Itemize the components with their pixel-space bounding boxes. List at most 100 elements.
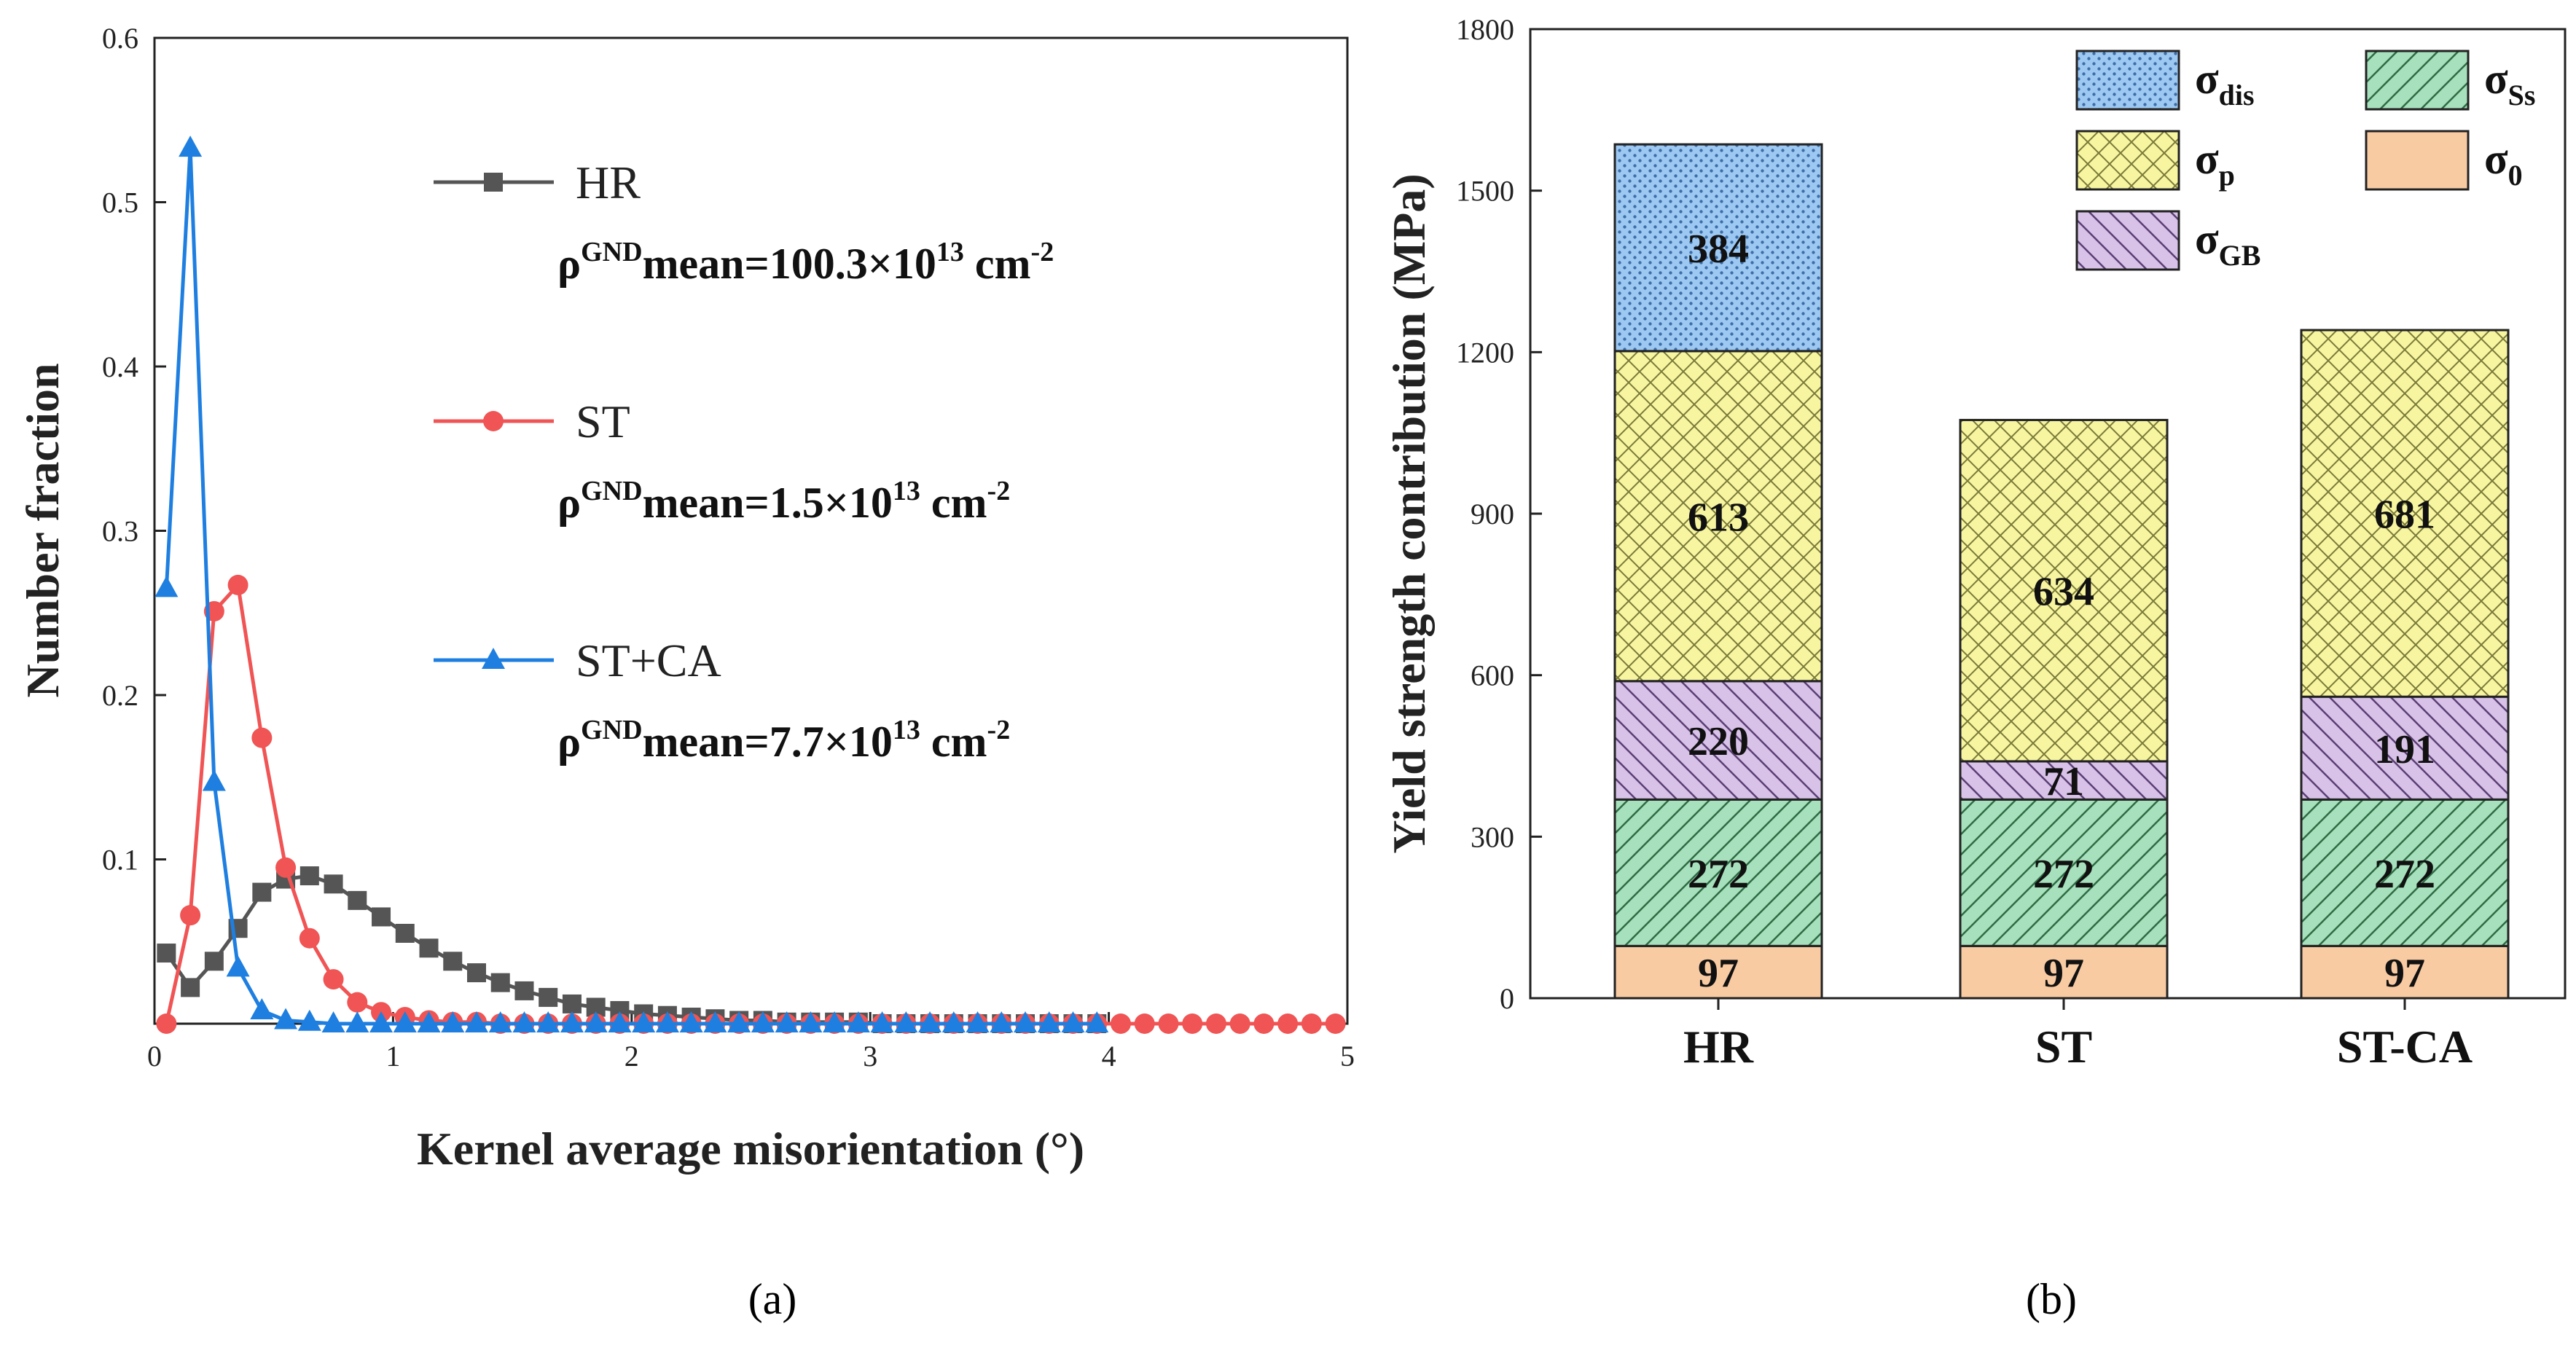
- y-tick-label: 1800: [1456, 13, 1514, 46]
- x-tick-label: 4: [1102, 1040, 1116, 1073]
- bar-segment-p: 613: [1613, 350, 1823, 683]
- x-axis-title-a: Kernel average misorientation (°): [417, 1123, 1084, 1175]
- data-point: [275, 857, 297, 878]
- data-point: [297, 1009, 321, 1031]
- legend-density: ρGNDmean=1.5×1013 cm-2: [557, 476, 1010, 527]
- data-point: [1277, 1013, 1299, 1034]
- y-tick-label: 1500: [1456, 175, 1514, 208]
- data-point: [608, 1011, 632, 1032]
- category-label: ST: [2035, 1021, 2092, 1073]
- x-tick-label: 5: [1340, 1040, 1355, 1073]
- bar-segment-ss: 272: [1959, 798, 2169, 947]
- legend-label: σ0: [2484, 135, 2523, 192]
- bar-segment-0: 97: [1613, 944, 1823, 1000]
- data-point: [846, 1011, 870, 1032]
- y-tick-label: 300: [1471, 820, 1514, 853]
- bar-value-label: 272: [1688, 852, 1749, 897]
- legend-label: σdis: [2195, 55, 2255, 111]
- series-st-ca: [154, 136, 1109, 1032]
- data-point: [443, 952, 463, 971]
- data-point: [321, 1011, 345, 1032]
- series-line: [164, 146, 1097, 1026]
- plot-frame-a: [153, 36, 1349, 1025]
- panel-a-line-chart: 0 1 2 3 4 5 0.1 0.2 0.3 0.4 0.5 0.6 HR ρGNDmean=100.…: [17, 22, 1355, 1175]
- data-point: [204, 952, 224, 971]
- legend-density: ρGNDmean=100.3×1013 cm-2: [557, 237, 1054, 288]
- bar-value-label: 272: [2374, 852, 2435, 897]
- legend-item-ss: σSs: [2365, 50, 2535, 111]
- bar-value-label: 384: [1688, 227, 1749, 272]
- data-point: [180, 905, 201, 926]
- data-point: [347, 992, 368, 1013]
- legend-density: ρGNDmean=7.7×1013 cm-2: [557, 715, 1010, 766]
- data-point: [966, 1011, 990, 1032]
- bar-segment-p: 681: [2300, 329, 2510, 698]
- data-point: [539, 987, 558, 1007]
- legend-item-0: σ0: [2365, 130, 2523, 192]
- data-point: [488, 1011, 512, 1032]
- data-point: [323, 969, 344, 990]
- data-point: [300, 866, 319, 886]
- bar-segment-p: 634: [1959, 418, 2169, 763]
- bar-segment-gb: 191: [2300, 695, 2510, 801]
- bar-segment-ss: 272: [2300, 798, 2510, 947]
- legend-label: σGB: [2195, 215, 2260, 272]
- category-label: ST-CA: [2337, 1021, 2473, 1073]
- data-point: [348, 890, 367, 910]
- data-point: [1014, 1011, 1038, 1032]
- legend-label: ST+CA: [576, 635, 721, 686]
- bar-value-label: 71: [2043, 759, 2084, 804]
- data-point: [227, 574, 248, 595]
- y-axis-title-b: Yield strength contribution (MPa): [1383, 173, 1435, 853]
- data-point: [154, 576, 179, 597]
- data-point: [1182, 1013, 1203, 1034]
- legend-label: HR: [576, 157, 641, 208]
- caption-b: (b): [2026, 1275, 2077, 1323]
- data-point: [156, 1013, 177, 1034]
- x-tick-label: 3: [863, 1040, 877, 1073]
- bar-segment-gb: 220: [1613, 680, 1823, 801]
- data-point: [372, 907, 391, 927]
- data-point: [369, 1011, 394, 1032]
- bar-value-label: 191: [2374, 727, 2435, 772]
- data-point: [703, 1011, 727, 1032]
- bar-segment-dis: 384: [1613, 143, 1823, 353]
- data-point: [419, 938, 439, 958]
- data-point: [941, 1011, 966, 1032]
- data-point: [512, 1011, 536, 1032]
- bar-value-label: 220: [1688, 719, 1749, 764]
- data-point: [250, 997, 274, 1019]
- data-point: [536, 1011, 560, 1032]
- data-point: [1229, 1013, 1250, 1034]
- data-point: [345, 1011, 369, 1032]
- data-point: [1301, 1013, 1322, 1034]
- y-tick-label: 900: [1471, 498, 1514, 530]
- data-point: [1061, 1011, 1085, 1032]
- bar-value-label: 681: [2374, 493, 2435, 538]
- data-point: [299, 928, 320, 949]
- data-point: [990, 1011, 1014, 1032]
- x-tick-label: 0: [147, 1040, 162, 1073]
- data-point: [584, 1011, 608, 1032]
- data-point: [1325, 1013, 1346, 1034]
- data-point: [870, 1011, 894, 1032]
- data-point: [157, 944, 176, 963]
- y-tick-label: 0.2: [102, 679, 138, 712]
- data-point: [181, 978, 200, 997]
- bar-value-label: 613: [1688, 495, 1749, 540]
- legend-label: σp: [2195, 135, 2235, 192]
- data-point: [490, 973, 510, 992]
- data-point: [514, 981, 534, 1000]
- data-point: [799, 1011, 823, 1032]
- x-tick-label: 2: [625, 1040, 639, 1073]
- data-point: [202, 769, 226, 791]
- data-point: [679, 1011, 703, 1032]
- data-point: [274, 1008, 298, 1030]
- data-point: [464, 1011, 488, 1032]
- data-point: [393, 1011, 417, 1032]
- data-point: [1085, 1011, 1109, 1032]
- data-point: [1253, 1013, 1275, 1034]
- y-tick-label: 0.5: [102, 187, 138, 219]
- panel-b-stacked-bar-chart: 0 300 600 900 1200 1500 1800 HR 97 272 220 613 384 S…: [1383, 13, 2567, 1073]
